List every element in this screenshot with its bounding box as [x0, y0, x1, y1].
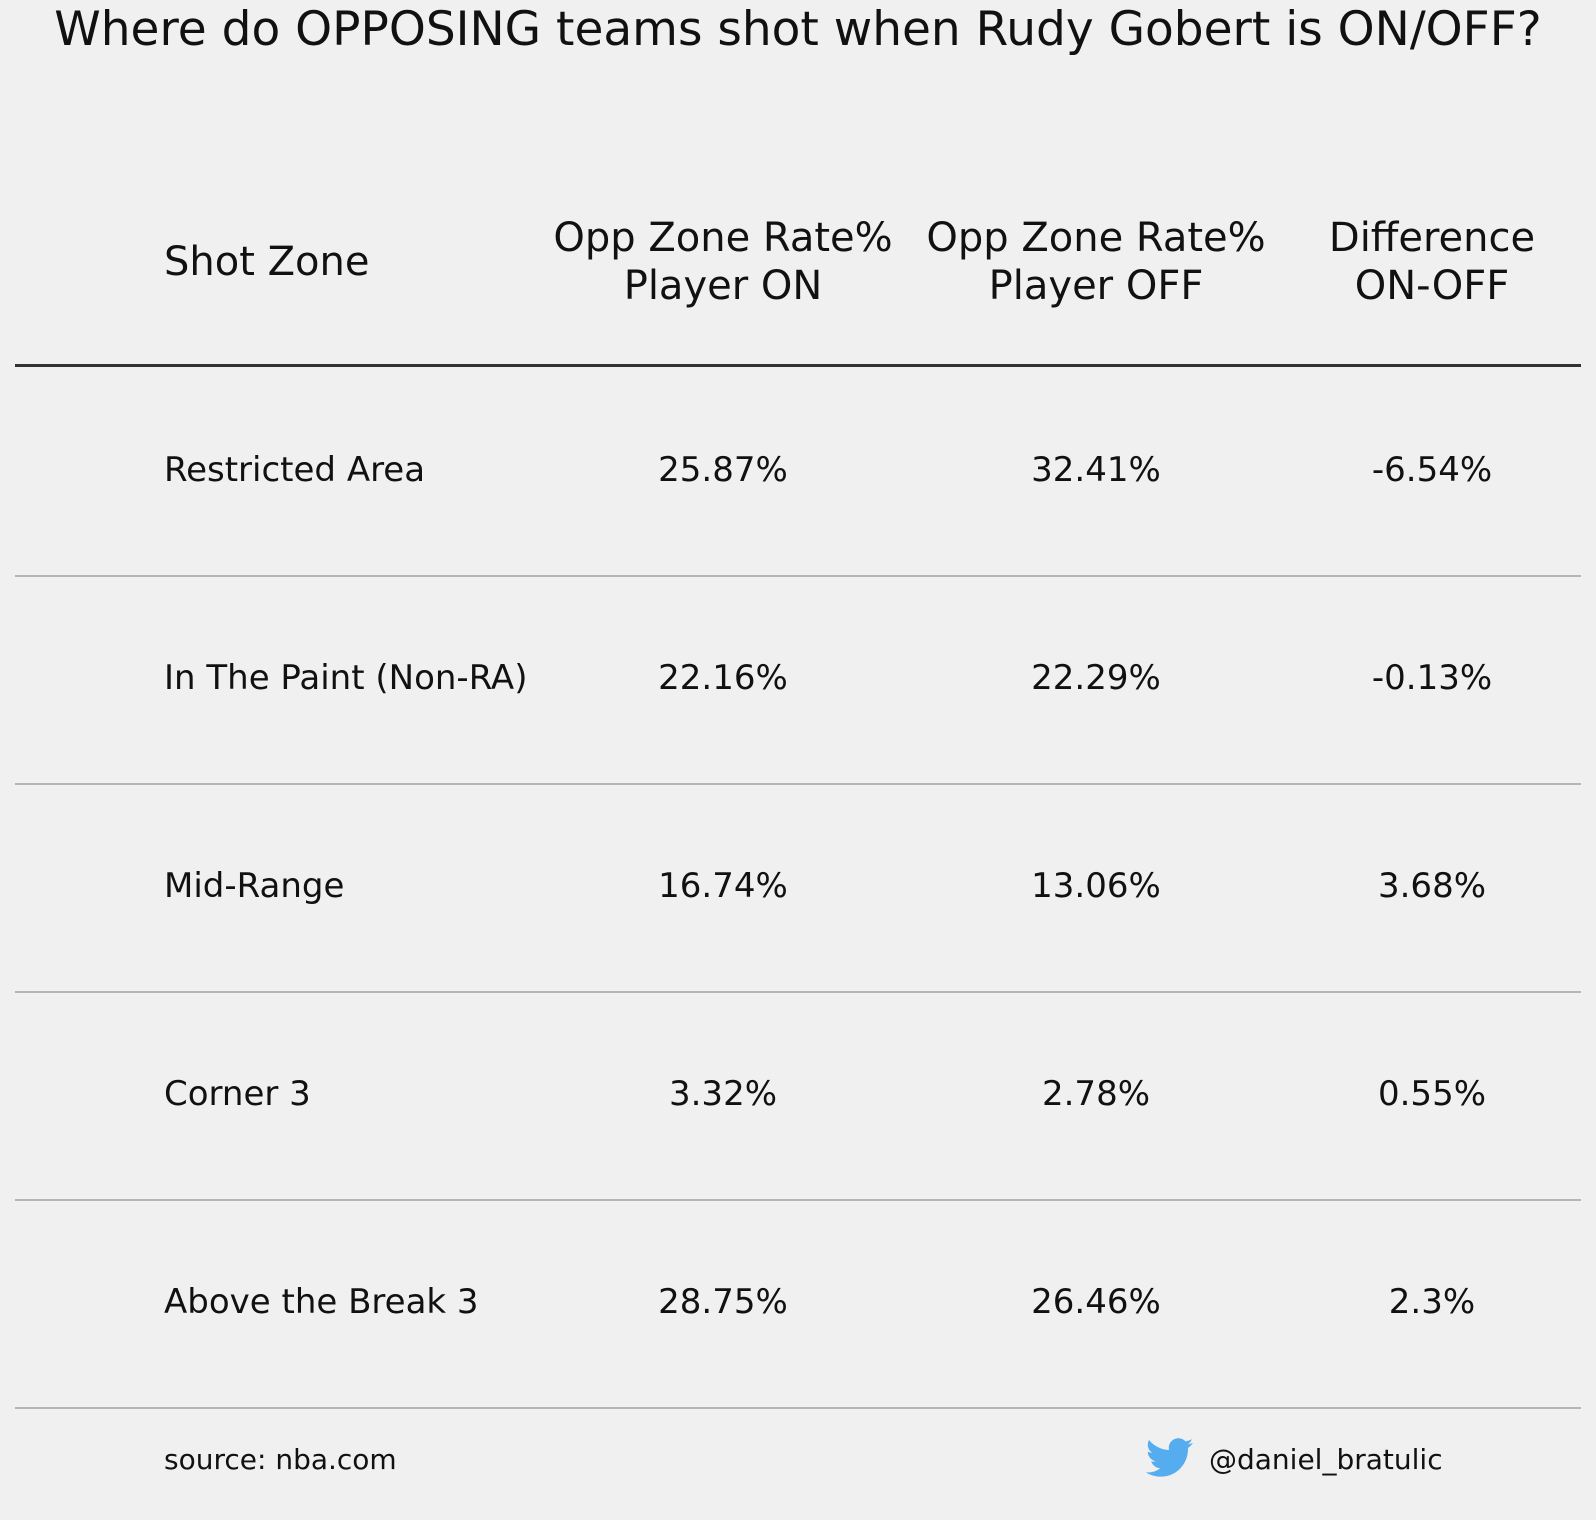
difference-cell: 3.68%: [1377, 866, 1487, 906]
player-on-cell: 22.16%: [658, 658, 788, 698]
player-off-cell: 22.29%: [1031, 658, 1161, 698]
column-header-shot-zone: Shot Zone: [164, 238, 369, 286]
player-on-cell: 25.87%: [658, 450, 788, 490]
header-divider: [15, 364, 1581, 367]
shot-zone-cell: In The Paint (Non-RA): [164, 658, 528, 698]
shot-zone-cell: Above the Break 3: [164, 1282, 479, 1322]
player-off-cell: 13.06%: [1031, 866, 1161, 906]
column-header-line: ON-OFF: [1354, 263, 1510, 309]
player-on-cell: 28.75%: [658, 1282, 788, 1322]
column-header-player-on: Opp Zone Rate% Player ON: [553, 214, 892, 310]
column-header-line: Opp Zone Rate%: [926, 215, 1266, 261]
player-off-cell: 32.41%: [1031, 450, 1161, 490]
column-header-difference: Difference ON-OFF: [1329, 214, 1535, 310]
source-note: source: nba.com: [164, 1443, 397, 1476]
player-off-cell: 26.46%: [1031, 1282, 1161, 1322]
player-on-cell: 3.32%: [668, 1074, 778, 1114]
row-divider: [15, 1199, 1581, 1201]
row-divider: [15, 1407, 1581, 1409]
row-divider: [15, 575, 1581, 577]
shot-zone-cell: Mid-Range: [164, 866, 345, 906]
twitter-handle: @daniel_bratulic: [1209, 1443, 1443, 1476]
chart-title: Where do OPPOSING teams shot when Rudy G…: [54, 2, 1542, 57]
column-header-line: Player OFF: [988, 263, 1204, 309]
shot-zone-cell: Restricted Area: [164, 450, 426, 490]
player-on-cell: 16.74%: [658, 866, 788, 906]
column-header-line: Shot Zone: [164, 239, 370, 285]
row-divider: [15, 783, 1581, 785]
difference-cell: 2.3%: [1388, 1282, 1476, 1322]
column-header-line: Difference: [1328, 215, 1536, 261]
row-divider: [15, 991, 1581, 993]
difference-cell: 0.55%: [1377, 1074, 1487, 1114]
difference-cell: -0.13%: [1371, 658, 1493, 698]
difference-cell: -6.54%: [1371, 450, 1493, 490]
column-header-line: Player ON: [623, 263, 823, 309]
twitter-bird-icon: [1146, 1438, 1194, 1477]
shot-zone-cell: Corner 3: [164, 1074, 311, 1114]
column-header-player-off: Opp Zone Rate% Player OFF: [926, 214, 1265, 310]
player-off-cell: 2.78%: [1041, 1074, 1151, 1114]
column-header-line: Opp Zone Rate%: [553, 215, 893, 261]
